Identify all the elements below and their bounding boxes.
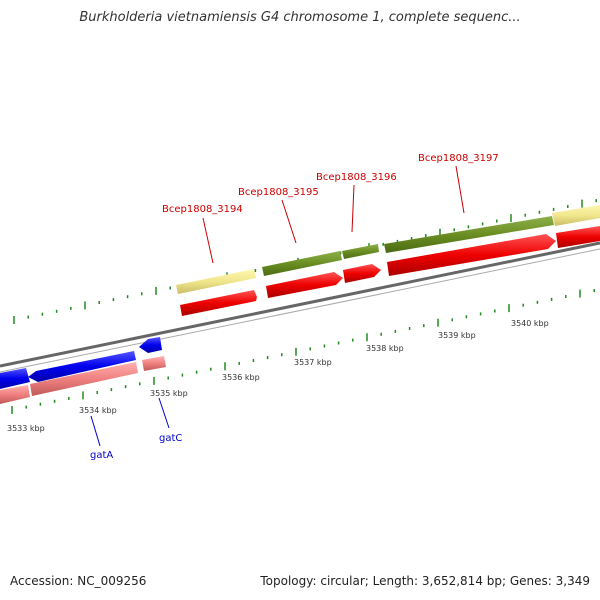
cds-bcep1808-3195[interactable] (262, 251, 342, 276)
topology-text: Topology: circular; Length: 3,652,814 bp… (260, 574, 590, 588)
reverse-cds-track[interactable] (0, 356, 166, 404)
forward-gene-track[interactable] (180, 226, 600, 316)
gene-bcep1808-3196[interactable] (343, 264, 381, 283)
cds-gata[interactable] (30, 362, 138, 396)
gene-label-gata[interactable]: gatA (90, 450, 113, 461)
gene-next[interactable] (556, 226, 600, 248)
gene-gatc[interactable] (139, 337, 162, 353)
scale-label-3539: 3539 kbp (438, 331, 476, 340)
gene-label-bcep1808-3195[interactable]: Bcep1808_3195 (238, 187, 319, 198)
scale-labels: 3533 kbp 3534 kbp 3535 kbp 3536 kbp 3537… (7, 319, 549, 433)
cds-prev[interactable] (0, 385, 30, 404)
cds-gatc[interactable] (142, 356, 166, 371)
gene-label-bcep1808-3196[interactable]: Bcep1808_3196 (316, 172, 397, 183)
backbone (0, 241, 600, 373)
cds-bcep1808-3194[interactable] (176, 269, 256, 294)
accession-text: Accession: NC_009256 (10, 574, 147, 588)
upper-leader-lines (202, 165, 465, 264)
cds-bcep1808-3196[interactable] (342, 244, 379, 259)
gene-prev[interactable] (0, 368, 30, 389)
lower-leader-lines (90, 397, 170, 447)
gene-gata[interactable] (28, 351, 136, 382)
gene-label-bcep1808-3194[interactable]: Bcep1808_3194 (162, 204, 243, 215)
scale-label-3537: 3537 kbp (294, 358, 332, 367)
scale-label-3536: 3536 kbp (222, 373, 260, 382)
gene-bcep1808-3195[interactable] (266, 272, 343, 298)
forward-cds-track[interactable] (176, 205, 600, 294)
scale-label-3538: 3538 kbp (366, 344, 404, 353)
gene-label-bcep1808-3197[interactable]: Bcep1808_3197 (418, 153, 499, 164)
cds-next[interactable] (552, 205, 600, 226)
gene-bcep1808-3194[interactable] (180, 290, 257, 316)
scale-label-3533: 3533 kbp (7, 424, 45, 433)
lower-tick-row (11, 289, 595, 414)
scale-label-3534: 3534 kbp (79, 406, 117, 415)
map-title: Burkholderia vietnamiensis G4 chromosome… (79, 10, 521, 25)
gene-bcep1808-3197[interactable] (387, 234, 556, 276)
scale-label-3535: 3535 kbp (150, 389, 188, 398)
cds-bcep1808-3197[interactable] (384, 216, 554, 253)
gene-label-gatc[interactable]: gatC (159, 433, 182, 444)
scale-label-3540: 3540 kbp (511, 319, 549, 328)
reverse-gene-track[interactable] (0, 337, 162, 389)
